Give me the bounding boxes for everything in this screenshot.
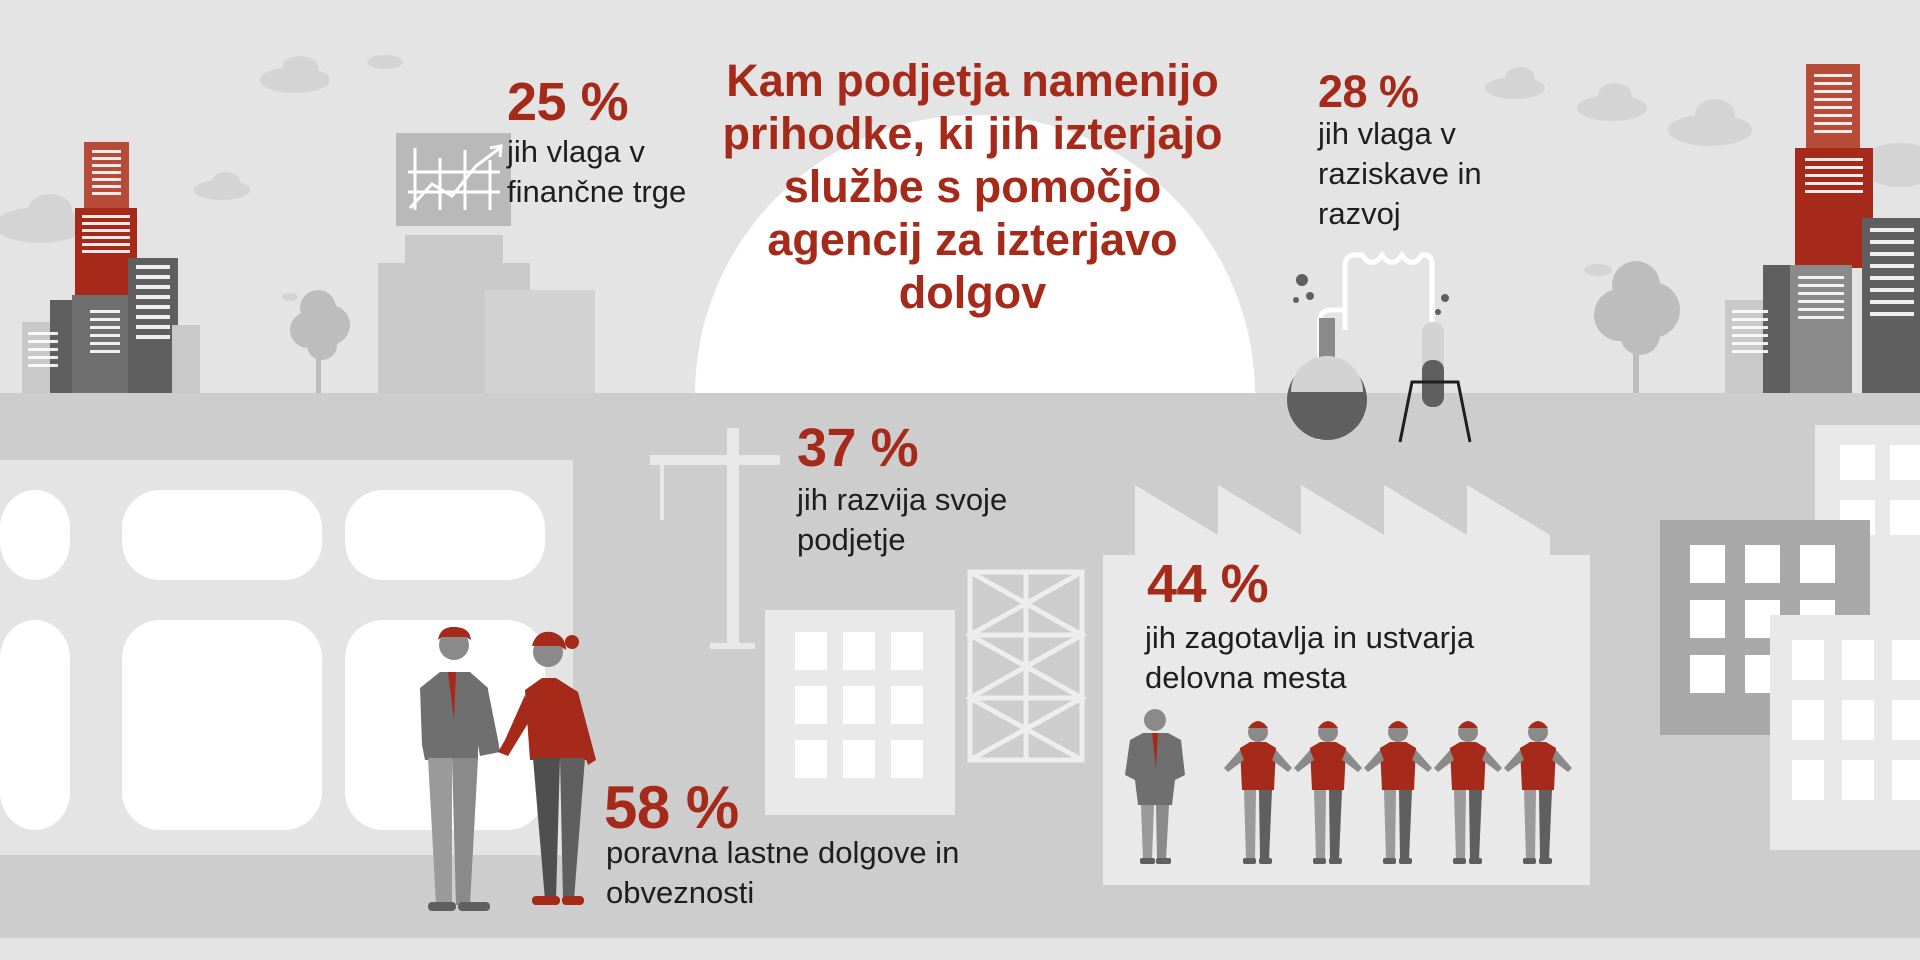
stat-percent-company-growth: 37 % bbox=[797, 418, 919, 478]
worker-figure bbox=[1224, 721, 1292, 864]
right-buildings-windows bbox=[1732, 74, 1914, 353]
stat-percent-financial-markets: 25 % bbox=[507, 72, 629, 132]
stock-chart-icon bbox=[408, 144, 503, 210]
tree-right bbox=[1594, 261, 1680, 397]
scaffold bbox=[964, 569, 1088, 763]
stat-text-research: jih vlaga v raziskave in razvoj bbox=[1318, 116, 1482, 231]
workers-icon bbox=[1125, 709, 1185, 864]
stat-percent-jobs: 44 % bbox=[1147, 554, 1269, 614]
worker-figure bbox=[1294, 721, 1362, 864]
lab-flask-icon bbox=[1287, 250, 1472, 443]
infographic-title: Kam podjetja namenijo prihodke, ki jih i… bbox=[722, 55, 1223, 318]
clouds bbox=[0, 55, 1920, 301]
tree-left bbox=[290, 290, 350, 397]
stat-text-company-growth: jih razvija svoje podjetje bbox=[797, 482, 1008, 557]
left-buildings-windows bbox=[28, 150, 170, 367]
right-side-buildings bbox=[1660, 425, 1920, 850]
stat-text-jobs: jih zagotavlja in ustvarja delovna mesta bbox=[1145, 620, 1475, 695]
handshake-icon bbox=[420, 626, 596, 911]
sun-dome bbox=[695, 115, 1255, 395]
stat-percent-debts: 58 % bbox=[604, 774, 739, 841]
pavement bbox=[0, 938, 1920, 960]
workers-row bbox=[1224, 721, 1572, 864]
construction-crane-icon bbox=[650, 428, 780, 649]
worker-figure bbox=[1434, 721, 1502, 864]
middle-building bbox=[765, 610, 955, 815]
left-large-building bbox=[0, 460, 573, 855]
stat-text-financial-markets: jih vlaga v finančne trge bbox=[507, 134, 687, 209]
stat-text-debts: poravna lastne dolgove in obveznosti bbox=[606, 835, 960, 910]
worker-figure bbox=[1504, 721, 1572, 864]
stat-percent-research: 28 % bbox=[1318, 66, 1419, 117]
worker-figure bbox=[1364, 721, 1432, 864]
